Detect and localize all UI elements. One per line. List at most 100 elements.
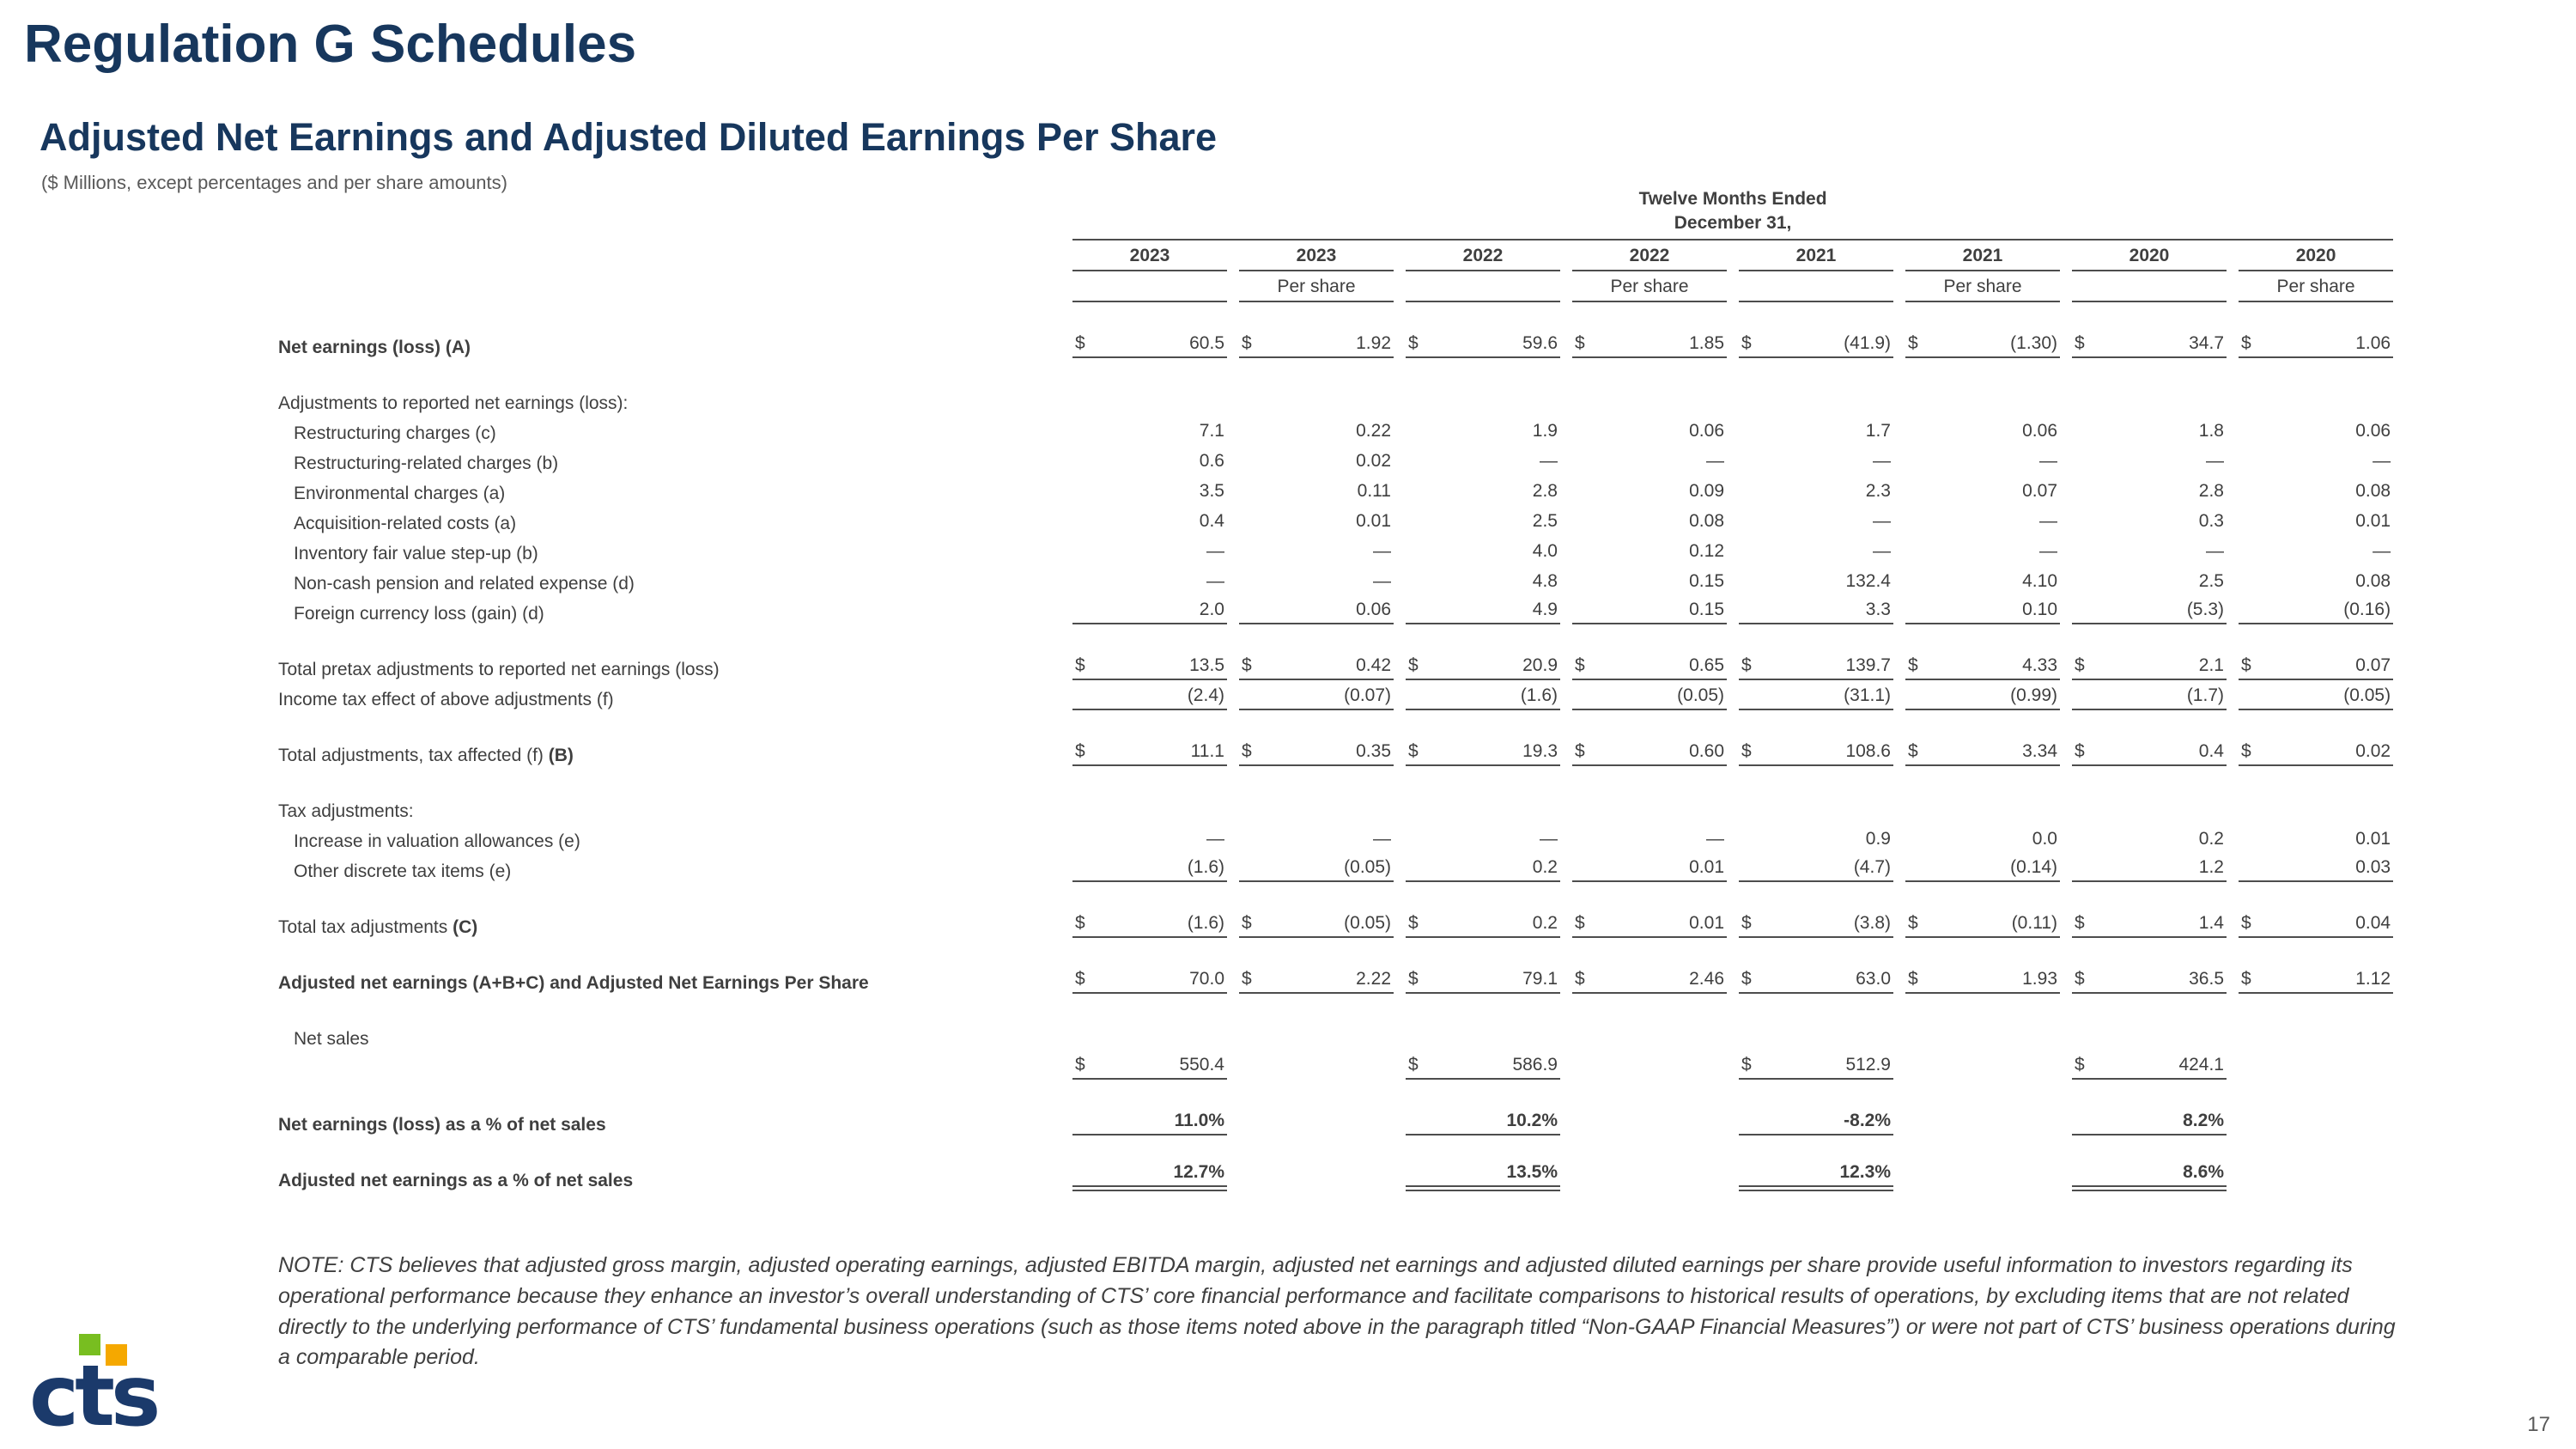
dollar-sign: $	[1075, 655, 1085, 675]
cell-value: —	[2372, 541, 2391, 561]
pershare-header-cell-label	[1739, 277, 1893, 302]
empty-corner-cell	[278, 271, 1066, 302]
value-cell: $424.1	[2066, 1050, 2233, 1080]
value-cell: 2.8	[2066, 474, 2233, 504]
row-label: Acquisition-related costs (a)	[294, 514, 517, 533]
cell-value: 4.9	[1532, 600, 1558, 619]
cell-value: 0.04	[2355, 913, 2391, 933]
spacer-row	[278, 624, 2399, 650]
year-header-cell-label: 2023	[1072, 246, 1227, 271]
value-cell: $0.65	[1566, 650, 1733, 680]
value-cell: $0.07	[2233, 650, 2399, 680]
logo-orange-square-icon	[106, 1344, 127, 1366]
spacer-row	[278, 938, 2399, 964]
dollar-sign: $	[1075, 913, 1085, 933]
dollar-sign: $	[1408, 913, 1419, 933]
logo-green-square-icon	[79, 1334, 100, 1355]
value-cell: 8.2%	[2066, 1105, 2233, 1135]
cell-value: 2.5	[1532, 511, 1558, 531]
value-cell: —	[1233, 822, 1400, 852]
cell-value: —	[1373, 829, 1391, 849]
cell-value: 70.0	[1189, 969, 1224, 989]
value-cell: $79.1	[1400, 964, 1566, 994]
dollar-sign: $	[1075, 741, 1085, 761]
cell-value: 11.1	[1190, 741, 1224, 761]
units-note: ($ Millions, except percentages and per …	[41, 172, 507, 193]
value-cell: (0.99)	[1899, 680, 2066, 710]
spacer-cell	[278, 710, 2399, 736]
dollar-sign: $	[1575, 741, 1585, 761]
value-cell: —	[1400, 444, 1566, 474]
year-header-cell-label: 2022	[1572, 246, 1727, 271]
value-cell: 0.9	[1733, 822, 1899, 852]
cell-value: 3.34	[2022, 741, 2057, 761]
cell-value: (41.9)	[1844, 333, 1891, 353]
value-cell: —	[1066, 564, 1233, 594]
logo-text: cts	[29, 1347, 161, 1446]
value-cell: $1.4	[2066, 908, 2233, 938]
spacer-cell	[278, 938, 2399, 964]
value-cell	[1566, 1050, 1733, 1080]
cell-value: 0.0	[2032, 829, 2057, 849]
cell-value: —	[1540, 451, 1558, 471]
cell-value: 1.93	[2022, 969, 2057, 989]
cell-value: 0.02	[2355, 741, 2391, 761]
cell-value: 0.9	[1865, 829, 1891, 849]
cell-value: 108.6	[1845, 741, 1891, 761]
value-cell: $2.1	[2066, 650, 2233, 680]
table-row: Inventory fair value step-up (b) — — 4.0 0.1…	[278, 534, 2399, 564]
cell-value: 0.01	[1689, 913, 1724, 933]
cell-value: 4.10	[2022, 571, 2057, 591]
value-cell: —	[1066, 534, 1233, 564]
table-row: Net earnings (loss) as a % of net sales 1…	[278, 1105, 2399, 1135]
value-cell: 11.0%	[1066, 1105, 1233, 1135]
value-cell: 132.4	[1733, 564, 1899, 594]
dollar-sign: $	[2075, 1055, 2085, 1075]
value-cell: —	[1233, 564, 1400, 594]
cell-value: —	[2372, 451, 2391, 471]
value-cell: —	[2233, 444, 2399, 474]
cell-value: 424.1	[2178, 1055, 2224, 1075]
cell-value: 12.7%	[1173, 1162, 1224, 1182]
value-cell: $19.3	[1400, 736, 1566, 766]
spacer-cell	[278, 766, 2399, 792]
dollar-sign: $	[1575, 913, 1585, 933]
spacer-cell	[278, 624, 2399, 650]
cell-value: 2.8	[2198, 481, 2224, 501]
spacer-row	[278, 766, 2399, 792]
dollar-sign: $	[1242, 913, 1252, 933]
value-cell: 0.22	[1233, 414, 1400, 444]
dollar-sign: $	[2075, 655, 2085, 675]
page-number: 17	[2527, 1413, 2550, 1436]
value-cell: 1.2	[2066, 852, 2233, 882]
value-cell: (0.07)	[1233, 680, 1400, 710]
cell-value: —	[2039, 511, 2057, 531]
value-cell: (0.14)	[1899, 852, 2066, 882]
dollar-sign: $	[1908, 913, 1918, 933]
value-cell: 0.01	[2233, 822, 2399, 852]
value-cell: 0.0	[1899, 822, 2066, 852]
spacer-row	[278, 882, 2399, 908]
cell-value: —	[1206, 829, 1224, 849]
value-cell: $11.1	[1066, 736, 1233, 766]
pershare-header-cell-label	[1406, 277, 1560, 302]
value-cell: $0.42	[1233, 650, 1400, 680]
cell-value: 4.33	[2022, 655, 2057, 675]
dollar-sign: $	[2075, 741, 2085, 761]
dollar-sign: $	[1908, 655, 1918, 675]
dollar-sign: $	[1575, 969, 1585, 989]
dollar-sign: $	[1908, 969, 1918, 989]
cell-value: —	[1373, 571, 1391, 591]
table-row: Net sales	[278, 1020, 2399, 1050]
table-row: Net earnings (loss) (A) $60.5 $1.92 $59.6 $1…	[278, 328, 2399, 358]
table-row: Income tax effect of above adjustments (…	[278, 680, 2399, 710]
cell-value: 0.06	[2022, 421, 2057, 441]
cell-value: (1.30)	[2010, 333, 2057, 353]
cell-value: (4.7)	[1853, 857, 1891, 877]
value-cell: $4.33	[1899, 650, 2066, 680]
table-row: Adjusted net earnings as a % of net sale…	[278, 1161, 2399, 1191]
span-header-cell: Twelve Months Ended December 31,	[1066, 186, 2399, 240]
value-cell: 0.07	[1899, 474, 2066, 504]
value-cell: $2.46	[1566, 964, 1733, 994]
value-cell: 4.10	[1899, 564, 2066, 594]
